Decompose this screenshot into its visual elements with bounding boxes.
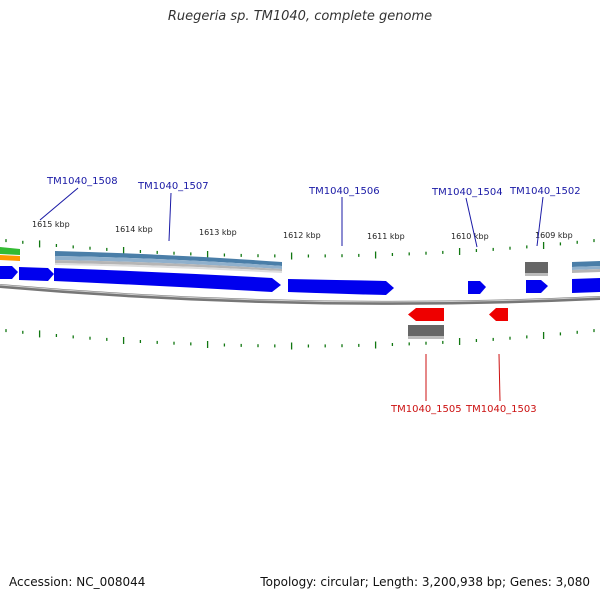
accession-text: Accession: NC_008044	[9, 575, 146, 589]
forward-gene-arrow-1	[19, 267, 54, 281]
tick-label-1609: 1609 kbp	[535, 231, 573, 240]
green-feature	[0, 247, 20, 255]
outer-tick-row	[5, 239, 595, 260]
leader-line-1503	[498, 353, 501, 402]
leader-line-1504	[465, 197, 478, 248]
rna-band-right	[572, 261, 600, 273]
tick-label-1613: 1613 kbp	[199, 228, 237, 237]
gray-feature-upper	[525, 262, 548, 276]
gene-label-1507: TM1040_1507	[137, 181, 209, 192]
gene-label-1504: TM1040_1504	[431, 187, 503, 198]
map-title: Ruegeria sp. TM1040, complete genome	[167, 9, 433, 24]
genome-backbone-highlight	[0, 284, 600, 303]
tick-label-1610: 1610 kbp	[451, 232, 489, 241]
gene-label-1502: TM1040_1502	[509, 186, 581, 197]
genome-backbone	[0, 284, 600, 305]
gene-label-1503: TM1040_1503	[465, 404, 537, 415]
forward-gene-arrow-4	[468, 281, 486, 294]
tick-label-1615: 1615 kbp	[32, 220, 70, 229]
gene-label-1506: TM1040_1506	[308, 186, 380, 197]
forward-gene-arrow-2	[54, 268, 281, 292]
leader-line-1508	[39, 187, 79, 221]
forward-gene-arrow-3	[288, 279, 394, 295]
leader-line-1507	[168, 192, 172, 242]
leader-line-1502	[536, 196, 544, 247]
inner-tick-row	[5, 329, 595, 350]
rna-band	[55, 251, 282, 273]
forward-gene-arrow-5	[526, 280, 548, 293]
tick-label-1614: 1614 kbp	[115, 225, 153, 234]
gene-label-1508: TM1040_1508	[46, 176, 118, 187]
orange-feature	[0, 255, 20, 261]
gene-label-1505: TM1040_1505	[390, 404, 462, 415]
reverse-gene-arrow-1	[408, 308, 444, 321]
reverse-gene-arrow-2	[489, 308, 508, 321]
tick-label-1612: 1612 kbp	[283, 231, 321, 240]
forward-gene-arrow-6	[572, 278, 600, 293]
gray-feature-lower	[408, 325, 444, 339]
forward-gene-arrow-edge	[0, 266, 18, 279]
genome-summary-text: Topology: circular; Length: 3,200,938 bp…	[260, 575, 590, 589]
tick-label-1611: 1611 kbp	[367, 232, 405, 241]
